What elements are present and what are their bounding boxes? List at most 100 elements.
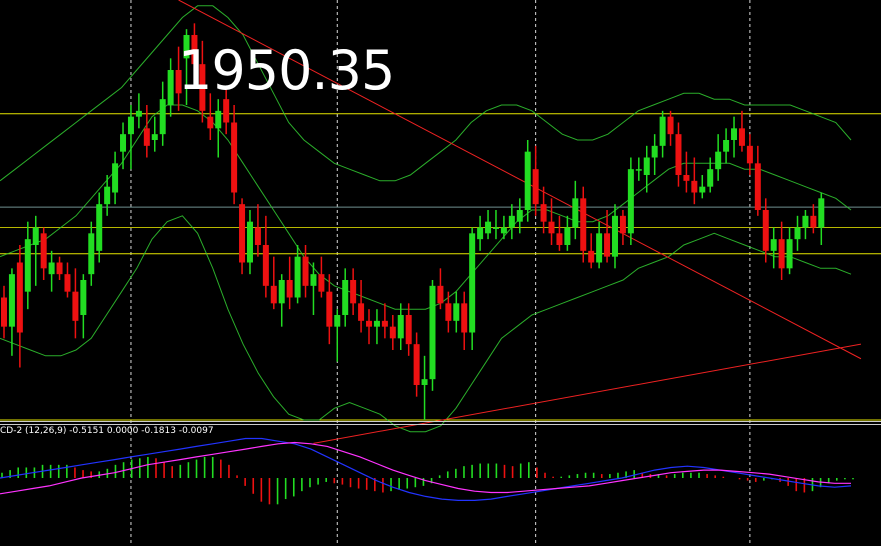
candle-body [485, 221, 492, 234]
candle-body [56, 262, 63, 275]
candle-body [580, 198, 587, 251]
candle-body [818, 198, 825, 228]
candle-body [223, 99, 230, 123]
candle-body [358, 303, 365, 321]
candle-body [810, 215, 817, 228]
candle-body [72, 291, 79, 321]
candle-body [262, 245, 269, 286]
candle-body [127, 116, 134, 135]
candle-body [24, 239, 31, 292]
candle-body [675, 134, 682, 175]
candle-body [135, 110, 142, 117]
candle-body [667, 116, 674, 135]
candle-body [246, 221, 253, 263]
candle-body [635, 169, 642, 171]
candle-body [310, 274, 317, 286]
candle-body [389, 326, 396, 339]
candle-body [270, 285, 277, 304]
candle-body [96, 204, 103, 251]
band-upper [0, 5, 852, 182]
candle-body [112, 163, 119, 193]
candle-body [659, 116, 666, 146]
vertical-gridlines [130, 0, 751, 546]
candle-body [366, 320, 373, 327]
candle-body [421, 379, 428, 385]
band-middle [0, 104, 852, 310]
bollinger-bands [0, 5, 852, 433]
candle-body [492, 227, 499, 229]
candle-body [516, 210, 523, 222]
candle-body [8, 274, 15, 327]
candle-body [619, 215, 626, 234]
macd-signal-line [0, 441, 851, 495]
horizontal-levels [0, 113, 881, 421]
pane-separator [0, 421, 881, 425]
candle-body [731, 128, 738, 140]
candle-body [326, 291, 333, 327]
candle-body [564, 227, 571, 245]
candle-body [556, 233, 563, 245]
trendlines [178, 0, 862, 444]
candle-body [723, 140, 730, 152]
candle-body [64, 274, 71, 292]
trendline-1 [313, 343, 862, 444]
candle-body [548, 221, 555, 234]
candle-body [699, 186, 706, 193]
candle-body [643, 157, 650, 175]
candle-body [278, 280, 285, 304]
candle-body [754, 163, 761, 210]
candle-body [104, 186, 111, 205]
candle-body [254, 227, 261, 245]
candle-body [381, 320, 388, 327]
candle-body [191, 35, 198, 65]
candle-body [778, 239, 785, 269]
candle-body [683, 175, 690, 181]
candle-body [461, 303, 468, 333]
candle-body [770, 239, 777, 251]
candlesticks [1, 23, 825, 420]
candle-body [572, 198, 579, 228]
candle-body [48, 262, 55, 275]
price-label: 1950.35 [178, 39, 395, 102]
candle-body [80, 280, 87, 315]
candle-body [786, 239, 793, 269]
candle-body [286, 280, 293, 298]
candle-body [738, 128, 745, 146]
candle-body [215, 110, 222, 129]
candle-body [32, 227, 39, 245]
candle-body [627, 169, 634, 234]
candle-body [88, 233, 95, 275]
candle-body [16, 262, 23, 333]
candle-body [437, 285, 444, 304]
candle-body [239, 204, 246, 263]
candle-body [477, 227, 484, 240]
candle-body [318, 274, 325, 292]
candle-body [175, 70, 182, 94]
candle-body [691, 180, 698, 193]
macd-pane [0, 437, 854, 505]
candle-body [746, 145, 753, 164]
candle-body [588, 250, 595, 263]
band-lower [0, 215, 852, 433]
candle-body [334, 315, 341, 327]
candle-body [1, 297, 7, 327]
candle-body [651, 145, 658, 158]
candle-body [294, 256, 301, 298]
candle-body [604, 233, 611, 257]
candle-body [532, 169, 539, 205]
candle-body [413, 344, 420, 385]
candle-body [159, 99, 166, 135]
candle-body [762, 210, 769, 251]
candle-body [151, 134, 158, 140]
candle-body [445, 303, 452, 321]
candle-body [469, 233, 476, 333]
candle-body [540, 204, 547, 222]
candle-body [508, 215, 515, 228]
candle-body [120, 134, 127, 152]
candle-body [611, 215, 618, 257]
indicator-label: CD-2 (12,26,9) -0.5151 0.0000 -0.1813 -0… [0, 426, 214, 436]
candle-body [143, 128, 150, 146]
candle-body [429, 285, 436, 380]
candle-body [500, 227, 507, 234]
